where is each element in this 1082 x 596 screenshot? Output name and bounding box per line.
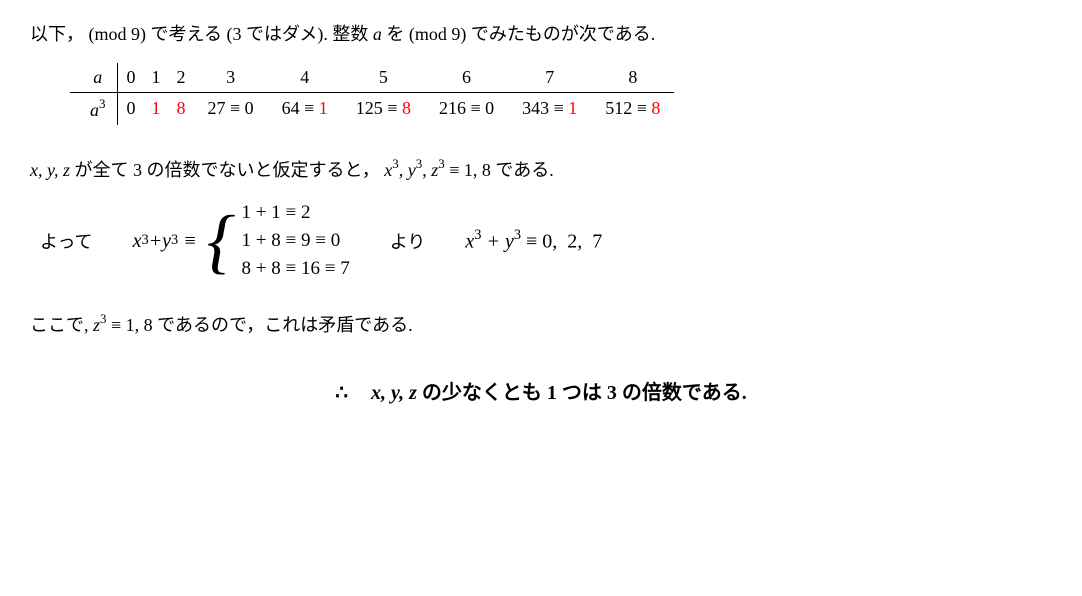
table-row: a 0 1 2 3 4 5 6 7 8 bbox=[70, 63, 674, 93]
case-line-3: 8 + 8 ≡ 16 ≡ 7 bbox=[242, 258, 350, 280]
cases-yori: より bbox=[390, 228, 426, 254]
intro-prefix: 以下， bbox=[30, 24, 84, 44]
tbl-a-8: 8 bbox=[591, 63, 674, 93]
p3-here: ここで, bbox=[30, 315, 93, 335]
cases-lead: よって bbox=[40, 228, 93, 254]
xyz: x, y, z bbox=[30, 160, 70, 180]
p2-end: である. bbox=[495, 160, 553, 180]
tbl-a3-4: 64 ≡ 1 bbox=[268, 92, 342, 125]
p3-mid: であるので，これは矛盾である. bbox=[157, 315, 412, 335]
tbl-a-2: 2 bbox=[168, 63, 193, 93]
tbl-a3-0: 0 bbox=[118, 92, 144, 125]
case-line-2: 1 + 8 ≡ 9 ≡ 0 bbox=[242, 230, 350, 252]
conclusion: ∴ x, y, z の少なくとも 1 つは 3 の倍数である. bbox=[30, 376, 1052, 405]
cases-lines: 1 + 1 ≡ 2 1 + 8 ≡ 9 ≡ 0 8 + 8 ≡ 16 ≡ 7 bbox=[242, 202, 350, 280]
mod9-1: (mod 9) bbox=[89, 24, 147, 44]
intro-text: 以下， (mod 9) で考える (3 ではダメ). 整数 a を (mod 9… bbox=[30, 20, 1052, 49]
x3: x3 bbox=[384, 160, 398, 180]
y3: y3 bbox=[408, 160, 422, 180]
tbl-a-0: 0 bbox=[118, 63, 144, 93]
tbl-a-3: 3 bbox=[193, 63, 267, 93]
tbl-a-7: 7 bbox=[508, 63, 591, 93]
contradiction-paragraph: ここで, z3 ≡ 1, 8 であるので，これは矛盾である. bbox=[30, 308, 1052, 341]
table-row: a3 0 1 8 27 ≡ 0 64 ≡ 1 125 ≡ 8 216 ≡ 0 3… bbox=[70, 92, 674, 125]
p2-mid: が全て 3 の倍数でないと仮定すると， bbox=[75, 160, 380, 180]
tbl-head-a3: a3 bbox=[90, 100, 105, 120]
tbl-a3-8: 512 ≡ 8 bbox=[591, 92, 674, 125]
intro-tail: でみたものが次である. bbox=[471, 24, 655, 44]
intro-mid1: で考える (3 ではダメ). 整数 bbox=[151, 24, 373, 44]
p3-z3: z3 bbox=[93, 315, 107, 335]
tbl-a3-2: 8 bbox=[168, 92, 193, 125]
cases-rhs: x3 + y3 ≡ 0, 2, 7 bbox=[465, 228, 602, 254]
cube-table: a 0 1 2 3 4 5 6 7 8 a3 0 1 8 27 ≡ 0 64 ≡… bbox=[70, 63, 1052, 125]
concl-xyz: x, y, z bbox=[371, 382, 417, 404]
tbl-a3-5: 125 ≡ 8 bbox=[342, 92, 425, 125]
cases-lhs: x3 + y3 ≡ { 1 + 1 ≡ 2 1 + 8 ≡ 9 ≡ 0 8 + … bbox=[133, 202, 350, 280]
tbl-a-1: 1 bbox=[143, 63, 168, 93]
p2-equiv: ≡ 1, 8 bbox=[449, 160, 491, 180]
intro-mid2: を bbox=[386, 24, 409, 44]
therefore-icon: ∴ bbox=[335, 382, 348, 404]
var-a: a bbox=[373, 24, 382, 44]
tbl-a-4: 4 bbox=[268, 63, 342, 93]
tbl-a3-1: 1 bbox=[143, 92, 168, 125]
brace-icon: { bbox=[207, 205, 236, 277]
case-line-1: 1 + 1 ≡ 2 bbox=[242, 202, 350, 224]
assumption-paragraph: x, y, z が全て 3 の倍数でないと仮定すると， x3, y3, z3 ≡… bbox=[30, 153, 1052, 186]
tbl-a-5: 5 bbox=[342, 63, 425, 93]
tbl-a-6: 6 bbox=[425, 63, 508, 93]
concl-text: の少なくとも 1 つは 3 の倍数である. bbox=[422, 382, 747, 404]
tbl-a3-6: 216 ≡ 0 bbox=[425, 92, 508, 125]
tbl-head-a: a bbox=[93, 67, 102, 87]
p3-equiv: ≡ 1, 8 bbox=[111, 315, 153, 335]
z3: z3 bbox=[431, 160, 445, 180]
mod9-2: (mod 9) bbox=[409, 24, 467, 44]
tbl-a3-7: 343 ≡ 1 bbox=[508, 92, 591, 125]
tbl-a3-3: 27 ≡ 0 bbox=[193, 92, 267, 125]
cases-block: よって x3 + y3 ≡ { 1 + 1 ≡ 2 1 + 8 ≡ 9 ≡ 0 … bbox=[40, 202, 1052, 280]
